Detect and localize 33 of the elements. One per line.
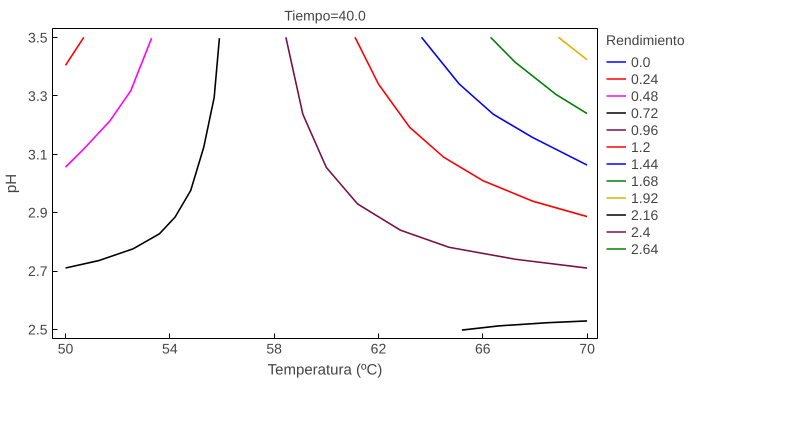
y-tick-label: 3.5 [28,29,48,46]
legend-label: 0.0 [631,53,651,70]
legend-title: Rendimiento [606,32,685,48]
legend-label: 0.72 [631,104,658,121]
line-series [64,37,152,168]
legend-label: 2.16 [631,206,658,223]
x-tick-label: 54 [162,340,178,356]
line-series [354,36,588,218]
line-series [285,36,588,269]
line-series [490,36,588,114]
legend-label: 2.4 [631,223,651,240]
legend-label: 0.24 [631,70,658,87]
x-tick-label: 70 [579,340,596,356]
y-tick-label: 2.9 [28,204,48,221]
y-tick-label: 2.5 [28,322,48,338]
y-tick-label: 3.1 [28,146,48,162]
legend-label: 1.2 [631,138,651,155]
legend-label: 0.96 [631,121,658,138]
chart-title: Tiempo=40.0 [284,8,366,24]
y-axis-title: pH [3,174,20,194]
y-tick-label: 3.3 [28,88,48,104]
x-tick-label: 66 [474,340,491,356]
legend-label: 1.68 [631,172,658,189]
x-axis-title: Temperatura (ºC) [268,362,382,378]
x-tick-label: 58 [266,340,282,356]
line-series [420,36,588,166]
x-tick-label: 62 [370,340,386,356]
legend-label: 1.44 [631,155,658,172]
y-tick-label: 2.7 [28,263,48,280]
legend-label: 1.92 [631,189,658,206]
x-tick-label: 50 [58,340,74,356]
legend-label: 2.64 [631,240,658,257]
legend-label: 0.48 [631,87,658,104]
